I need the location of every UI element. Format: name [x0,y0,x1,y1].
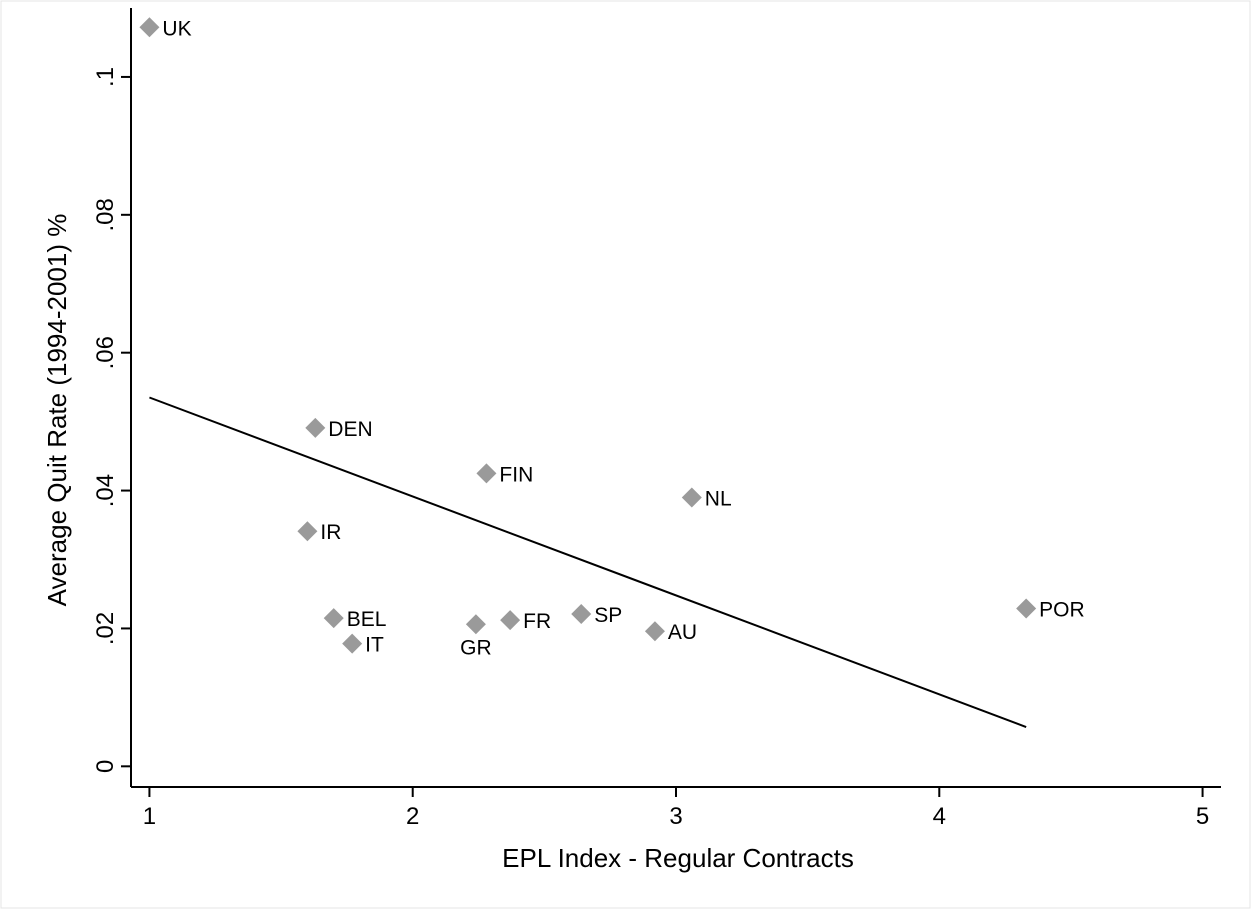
data-label-sp: SP [594,604,622,627]
data-point-it [342,633,363,654]
x-tick-label: 3 [669,803,682,830]
data-point-fin [476,463,497,484]
y-tick-label: .1 [92,67,119,87]
data-point-nl [681,487,702,508]
data-point-den [305,417,326,438]
fitted-line [149,396,1027,728]
data-label-gr: GR [460,636,492,659]
data-label-au: AU [668,621,697,644]
data-point-bel [323,608,344,629]
x-tick-label: 1 [143,803,156,830]
y-tick-label: .04 [92,474,119,507]
data-point-au [644,621,665,642]
y-axis-title: Average Quit Rate (1994-2001) % [42,214,72,607]
y-tick-label: 0 [92,760,119,773]
y-tick-label: .02 [92,612,119,645]
data-point-sp [571,603,592,624]
x-tick-label: 4 [933,803,946,830]
data-point-por [1016,598,1037,619]
data-point-fr [500,610,521,631]
y-tick-label: .06 [92,336,119,369]
data-point-uk [139,17,160,38]
data-label-uk: UK [162,17,191,40]
x-tick-label: 2 [406,803,419,830]
data-label-nl: NL [705,487,732,510]
data-label-fr: FR [523,610,551,633]
data-label-bel: BEL [347,608,387,631]
x-tick-label: 5 [1196,803,1209,830]
data-label-ir: IR [320,521,341,544]
data-label-por: POR [1039,598,1085,621]
data-label-fin: FIN [499,463,533,486]
y-tick-label: .08 [92,198,119,231]
x-axis-title: EPL Index - Regular Contracts [502,843,854,873]
data-point-gr [465,614,486,635]
data-label-den: DEN [328,418,372,441]
data-label-it: IT [365,634,384,657]
data-point-ir [297,521,318,542]
